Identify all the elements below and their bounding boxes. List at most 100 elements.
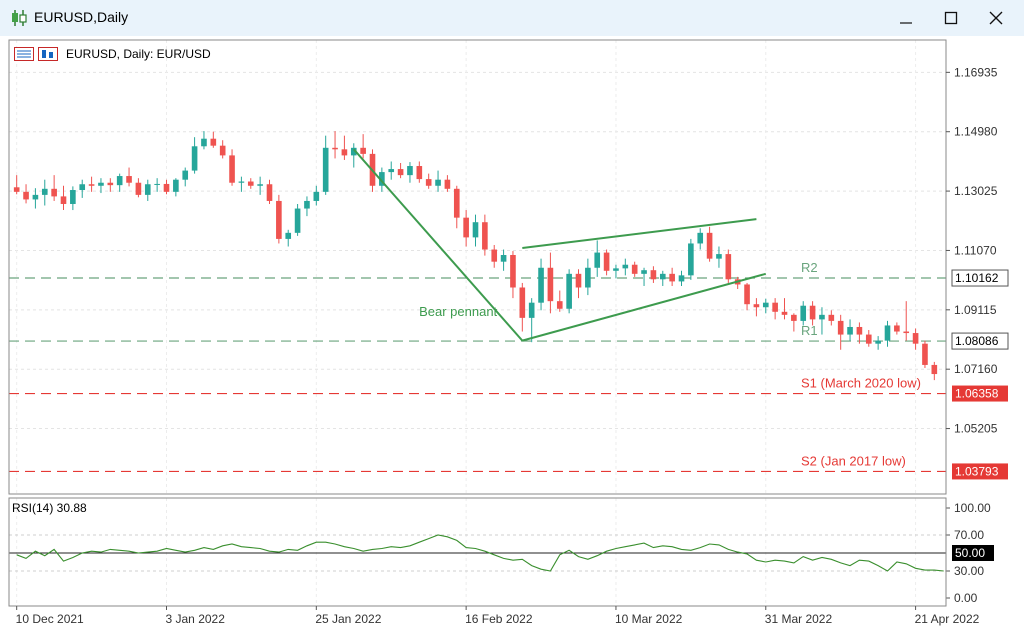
candle — [247, 178, 254, 189]
candle — [350, 143, 357, 168]
candle — [762, 298, 769, 314]
maximize-icon — [944, 11, 958, 25]
candle-body — [697, 232, 704, 244]
candle — [837, 314, 844, 350]
candle — [575, 269, 582, 299]
candle — [219, 140, 226, 159]
candle — [772, 298, 778, 320]
candle-body — [435, 179, 441, 186]
candle-body — [482, 222, 488, 250]
candle-body — [210, 138, 217, 146]
price-tag-box — [951, 269, 1009, 287]
candle — [444, 175, 451, 192]
candle — [154, 178, 160, 192]
candle-body — [922, 343, 928, 365]
time-tick-label: 10 Mar 2022 — [615, 612, 683, 626]
candle — [603, 249, 610, 276]
candle-body — [276, 200, 282, 239]
candle-body — [163, 183, 170, 192]
candle-body — [219, 145, 226, 156]
candle — [613, 264, 619, 279]
candle — [276, 194, 282, 244]
candle-body — [622, 264, 629, 269]
candle-body — [463, 217, 469, 238]
candle — [659, 270, 666, 286]
candle-body — [379, 172, 385, 186]
maximize-button[interactable] — [931, 4, 971, 32]
level-label-s2: S2 (Jan 2017 low) — [801, 453, 906, 468]
rsi-tag-text: 50.00 — [955, 546, 985, 560]
candle-body — [60, 196, 67, 204]
candle-body — [247, 181, 254, 186]
candle — [285, 229, 292, 247]
candle — [229, 149, 235, 186]
candle — [266, 179, 273, 204]
candle — [107, 178, 114, 192]
rsi-tick-label: 70.00 — [954, 528, 984, 542]
candle-body — [931, 364, 938, 375]
candle — [425, 173, 432, 189]
candle-body — [500, 255, 507, 262]
candle — [622, 258, 629, 276]
candle-body — [126, 176, 132, 183]
candle — [88, 176, 95, 192]
candle — [126, 167, 132, 187]
candle — [678, 270, 685, 286]
candle — [781, 298, 788, 320]
candle — [341, 135, 348, 160]
level-price-tag-s1: 1.06358 — [952, 385, 1008, 402]
rsi-reference-tag: 50.00 — [952, 545, 994, 561]
level-label-r1: R1 — [801, 323, 818, 338]
candle-body — [135, 182, 142, 195]
candle-body — [772, 302, 778, 312]
candle-body — [388, 169, 395, 173]
candle — [491, 244, 498, 268]
candle — [51, 175, 57, 201]
level-price-tag-r2: 1.10162 — [951, 269, 1009, 287]
candle-body — [32, 194, 39, 200]
level-price-tag-r1: 1.08086 — [951, 332, 1009, 350]
candle-body — [819, 314, 825, 320]
candle-body — [304, 200, 310, 209]
candle — [528, 298, 535, 343]
window-titlebar: EURUSD,Daily — [0, 0, 1024, 36]
candle — [32, 188, 39, 209]
candle — [510, 251, 516, 299]
candle — [332, 131, 338, 159]
price-tick-label: 1.05205 — [954, 422, 998, 436]
candle-body — [341, 149, 348, 156]
candle-body — [350, 147, 357, 156]
candle — [116, 173, 123, 192]
candle — [407, 162, 413, 183]
candle — [556, 290, 563, 312]
candle — [435, 170, 441, 192]
candle-body — [678, 275, 685, 282]
candle — [388, 161, 395, 180]
time-tick-label: 3 Jan 2022 — [166, 612, 226, 626]
candle-body — [585, 267, 591, 288]
annotation-bear-pennant: Bear pennant — [419, 304, 497, 319]
price-tick-label: 1.16935 — [954, 65, 998, 79]
candle — [304, 196, 310, 217]
candle — [538, 258, 544, 311]
candle — [144, 179, 151, 201]
candle — [472, 214, 479, 247]
candle-body — [716, 254, 722, 259]
candle — [819, 307, 825, 335]
candle-body — [332, 147, 338, 150]
candle-body — [519, 287, 526, 318]
close-button[interactable] — [976, 4, 1016, 32]
candle-body — [659, 273, 666, 280]
minimize-button[interactable] — [886, 4, 926, 32]
candle — [173, 178, 179, 197]
candle-body — [688, 243, 694, 276]
candle-body — [13, 187, 20, 192]
candle — [519, 282, 526, 332]
candle-body — [762, 302, 769, 308]
candle — [163, 179, 170, 195]
candle-body — [912, 333, 919, 344]
rsi-line — [16, 534, 944, 572]
candle — [931, 361, 938, 381]
candle-body — [257, 184, 263, 186]
